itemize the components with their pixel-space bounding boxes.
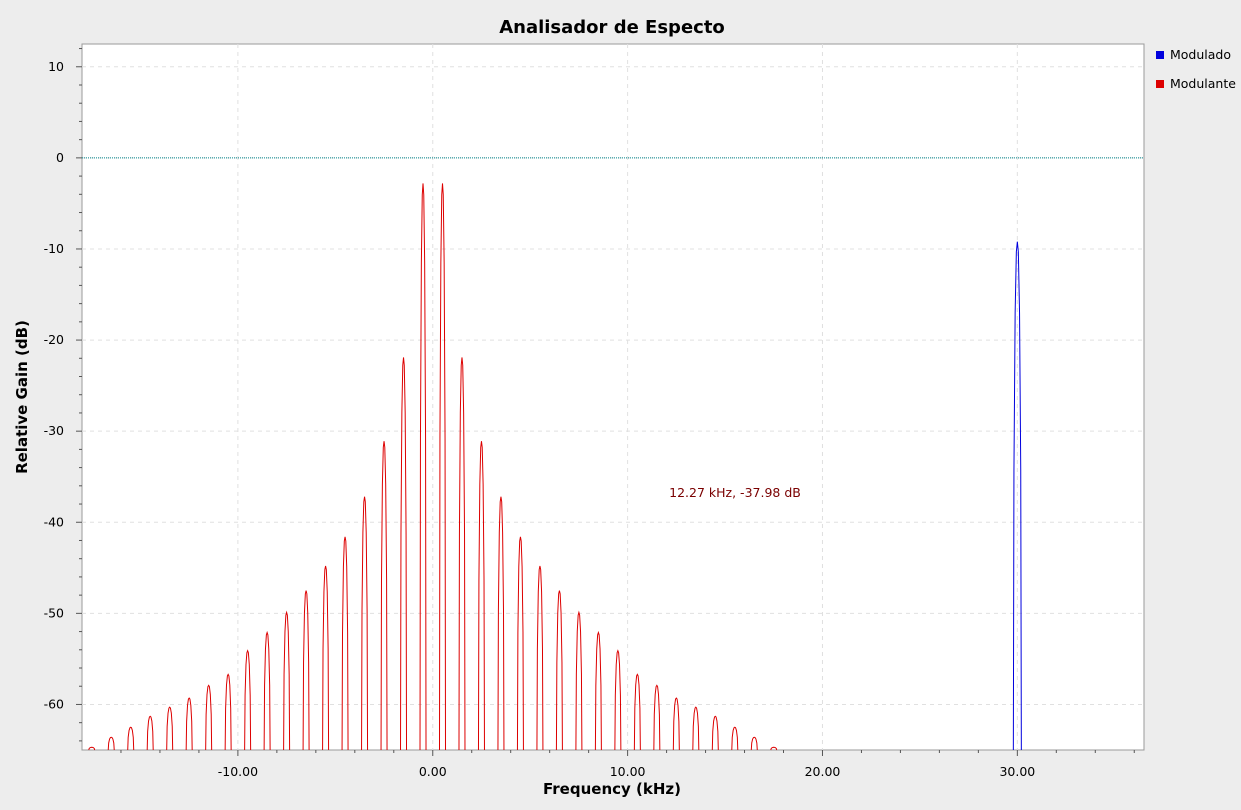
legend-swatch-modulado — [1156, 51, 1164, 59]
y-tick-label: -30 — [44, 423, 64, 438]
spectral-peak-modulante — [419, 183, 427, 751]
spectral-peak-modulante — [263, 630, 271, 751]
spectral-peak-modulante — [575, 610, 583, 751]
y-tick-label: 0 — [56, 150, 64, 165]
spectral-peak-modulante — [224, 673, 232, 751]
spectral-peak-modulante — [146, 715, 154, 751]
spectral-peak-modulante — [731, 726, 739, 751]
spectral-peak-modulante — [400, 357, 408, 751]
series-modulante — [88, 183, 778, 751]
spectral-peak-modulante — [341, 536, 349, 751]
y-tick-label: -40 — [44, 514, 64, 529]
spectral-peak-modulante — [439, 183, 446, 751]
spectral-peak-modulante — [770, 746, 778, 751]
spectral-peak-modulante — [750, 736, 758, 751]
spectral-peak-modulante — [653, 684, 661, 751]
plot-area[interactable] — [81, 43, 1145, 751]
legend-label-modulado: Modulado — [1170, 47, 1231, 62]
spectral-peak-modulante — [692, 706, 700, 751]
series-modulado — [1012, 241, 1022, 751]
spectral-peak-modulante — [127, 726, 135, 751]
spectral-peak-modulante — [361, 496, 369, 751]
legend-label-modulante: Modulante — [1170, 76, 1236, 91]
y-tick-label: -50 — [44, 605, 64, 620]
spectral-peak-modulante — [672, 697, 680, 751]
legend[interactable]: Modulado Modulante — [1156, 47, 1236, 91]
spectral-peak-modulante — [380, 441, 388, 751]
spectral-peak-modulado — [1012, 241, 1022, 751]
x-tick-label: 20.00 — [805, 764, 841, 779]
spectral-peak-modulante — [205, 684, 213, 751]
y-tick-label: 10 — [48, 59, 64, 74]
spectral-peak-modulante — [244, 649, 252, 751]
spectral-peak-modulante — [107, 736, 115, 751]
spectral-peak-modulante — [302, 590, 310, 751]
y-tick-label: -20 — [44, 332, 64, 347]
x-tick-label: 10.00 — [610, 764, 646, 779]
spectral-peak-modulante — [185, 697, 193, 751]
spectral-peak-modulante — [322, 565, 330, 751]
x-tick-label: 30.00 — [999, 764, 1035, 779]
x-tick-label: -10.00 — [218, 764, 258, 779]
legend-swatch-modulante — [1156, 80, 1164, 88]
y-tick-label: -60 — [44, 696, 64, 711]
legend-item-modulante[interactable]: Modulante — [1156, 76, 1236, 91]
spectral-peak-modulante — [458, 357, 466, 751]
spectral-peak-modulante — [88, 746, 96, 751]
spectral-peak-modulante — [555, 590, 563, 751]
spectral-peak-modulante — [711, 715, 719, 751]
spectral-peak-modulante — [536, 565, 544, 751]
axes: -10.00 0.00 10.00 20.00 30.00 10 0 -10 -20 -30 -40… — [44, 48, 1135, 779]
spectral-peak-modulante — [633, 673, 641, 751]
x-axis-label: Frequency (kHz) — [543, 780, 681, 798]
cursor-readout-annotation: 12.27 kHz, -37.98 dB — [669, 485, 801, 500]
spectral-peak-modulante — [283, 610, 291, 751]
spectral-peak-modulante — [497, 496, 505, 751]
spectral-peak-modulante — [516, 536, 524, 751]
spectral-peak-modulante — [594, 630, 602, 751]
spectral-peak-modulante — [477, 441, 485, 751]
legend-item-modulado[interactable]: Modulado — [1156, 47, 1231, 62]
chart-title: Analisador de Especto — [499, 17, 725, 38]
y-tick-label: -10 — [44, 241, 64, 256]
series-layer — [88, 183, 1022, 751]
spectral-peak-modulante — [614, 649, 622, 751]
x-tick-label: 0.00 — [419, 764, 447, 779]
spectral-peak-modulante — [166, 706, 174, 751]
y-axis-label: Relative Gain (dB) — [13, 320, 31, 474]
